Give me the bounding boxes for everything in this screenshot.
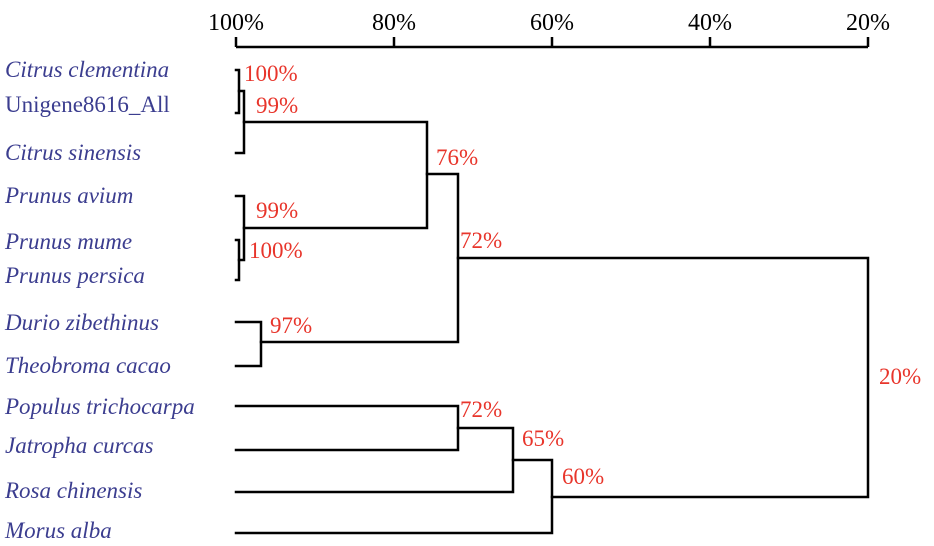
support-label-upper-group: 72% — [460, 228, 502, 253]
clade-populus-jatropha — [234, 404, 460, 452]
taxon-label-rosa-chinensis: Rosa chinensis — [4, 478, 142, 503]
support-label-citrus: 99% — [256, 93, 298, 118]
support-label-populus-jatropha: 72% — [460, 397, 502, 422]
taxon-label-prunus-persica: Prunus persica — [4, 263, 145, 288]
clade-root — [456, 256, 870, 499]
axis-tick-label: 80% — [372, 10, 416, 36]
taxon-label-morus-alba: Morus alba — [4, 518, 112, 543]
taxon-label-unigene8616: Unigene8616_All — [5, 92, 170, 117]
axis-tick-label: 100% — [208, 10, 264, 36]
taxon-label-citrus-clementina: Citrus clementina — [5, 57, 169, 82]
similarity-axis: 100% 80% 60% 40% 20% — [208, 10, 890, 49]
support-label-plus-morus: 60% — [562, 464, 604, 489]
axis-tick-label: 60% — [530, 10, 574, 36]
taxon-label-theobroma-cacao: Theobroma cacao — [5, 353, 171, 378]
axis-tick-label: 20% — [846, 10, 890, 36]
support-label-durio-theobroma: 97% — [270, 313, 312, 338]
support-label-root: 20% — [879, 364, 921, 389]
taxon-label-jatropha-curcas: Jatropha curcas — [5, 433, 153, 458]
support-label-plus-rosa: 65% — [522, 426, 564, 451]
tree-branches — [234, 68, 870, 535]
support-label-clementina-unigene: 100% — [244, 61, 298, 86]
support-label-mume-persica: 100% — [249, 238, 303, 263]
taxon-label-prunus-mume: Prunus mume — [4, 229, 132, 254]
clade-plus-morus — [234, 458, 554, 535]
taxon-label-citrus-sinensis: Citrus sinensis — [5, 140, 141, 165]
axis-tick-label: 40% — [688, 10, 732, 36]
support-label-citrus-prunus: 76% — [436, 145, 478, 170]
taxon-labels: Citrus clementina Unigene8616_All Citrus… — [4, 57, 195, 543]
taxon-label-populus-trichocarpa: Populus trichocarpa — [4, 394, 195, 419]
taxon-label-prunus-avium: Prunus avium — [4, 183, 133, 208]
support-label-prunus: 99% — [256, 198, 298, 223]
support-labels: 100% 99% 100% 99% 97% 76% 72% 72% 65% 60… — [244, 61, 921, 489]
taxon-label-durio-zibethinus: Durio zibethinus — [4, 310, 159, 335]
clade-durio-theobroma — [234, 320, 263, 368]
clade-plus-rosa — [234, 426, 515, 494]
